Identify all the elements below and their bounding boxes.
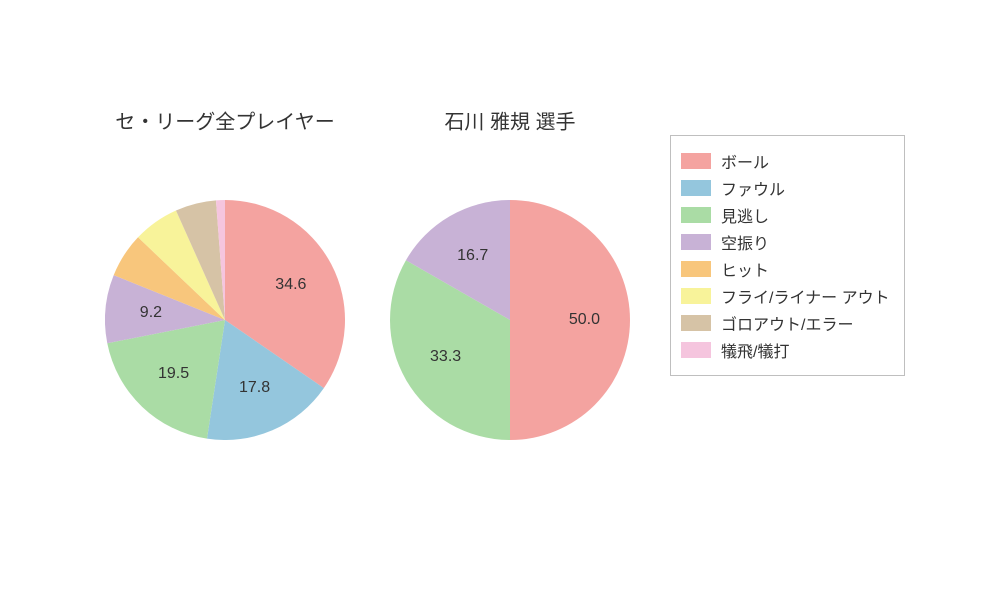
slice-ball: [510, 200, 630, 440]
legend-swatch-foul: [681, 180, 711, 196]
legend-label-ground: ゴロアウト/エラー: [721, 311, 853, 335]
legend-swatch-ball: [681, 153, 711, 169]
chart-container: { "layout": { "width": 1000, "height": 6…: [0, 0, 1000, 600]
legend-label-fly: フライ/ライナー アウト: [721, 284, 890, 308]
legend-swatch-ground: [681, 315, 711, 331]
legend-item-ground: ゴロアウト/エラー: [681, 311, 890, 335]
legend-swatch-hit: [681, 261, 711, 277]
legend-item-foul: ファウル: [681, 176, 890, 200]
legend-item-sac: 犠飛/犠打: [681, 338, 890, 362]
legend-label-hit: ヒット: [721, 257, 769, 281]
legend-item-look: 見逃し: [681, 203, 890, 227]
pie-right: [390, 200, 630, 440]
legend-item-ball: ボール: [681, 149, 890, 173]
legend: ボールファウル見逃し空振りヒットフライ/ライナー アウトゴロアウト/エラー犠飛/…: [670, 135, 905, 376]
legend-swatch-sac: [681, 342, 711, 358]
legend-label-foul: ファウル: [721, 176, 785, 200]
chart-title-right: 石川 雅規 選手: [444, 106, 575, 135]
legend-item-swing: 空振り: [681, 230, 890, 254]
legend-swatch-fly: [681, 288, 711, 304]
legend-label-look: 見逃し: [721, 203, 769, 227]
legend-item-hit: ヒット: [681, 257, 890, 281]
legend-swatch-swing: [681, 234, 711, 250]
legend-label-swing: 空振り: [721, 230, 769, 254]
legend-label-ball: ボール: [721, 149, 769, 173]
legend-item-fly: フライ/ライナー アウト: [681, 284, 890, 308]
pie-left: [105, 200, 345, 440]
chart-title-left: セ・リーグ全プレイヤー: [115, 106, 334, 135]
legend-label-sac: 犠飛/犠打: [721, 338, 789, 362]
legend-swatch-look: [681, 207, 711, 223]
